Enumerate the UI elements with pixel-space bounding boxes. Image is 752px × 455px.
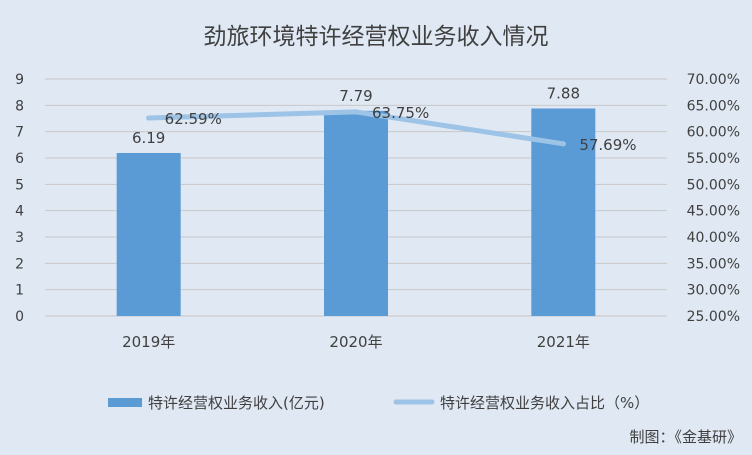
legend-label-line: 特许经营权业务收入占比（%） bbox=[440, 394, 649, 412]
y-right-tick-label: 30.00% bbox=[687, 283, 740, 299]
line-point bbox=[560, 141, 566, 147]
y-right-tick-label: 40.00% bbox=[687, 230, 740, 246]
y-right-tick-label: 25.00% bbox=[687, 309, 740, 325]
legend-swatch-bar bbox=[108, 398, 142, 407]
y-right-tick-label: 35.00% bbox=[687, 256, 740, 272]
x-tick-label: 2021年 bbox=[537, 333, 590, 351]
x-tick-label: 2020年 bbox=[329, 333, 382, 351]
line-data-label: 63.75% bbox=[372, 104, 429, 122]
bar bbox=[116, 152, 181, 316]
y-left-tick-label: 0 bbox=[15, 309, 24, 325]
bar-data-label: 7.88 bbox=[547, 84, 580, 102]
line-point bbox=[353, 109, 359, 115]
y-right-tick-label: 70.00% bbox=[687, 72, 740, 88]
y-right-tick-label: 55.00% bbox=[687, 151, 740, 167]
x-axis: 2019年 2020年 2021年 bbox=[122, 333, 590, 351]
y-right-tick-label: 45.00% bbox=[687, 204, 740, 220]
y-left-tick-label: 4 bbox=[15, 204, 24, 220]
x-tick-label: 2019年 bbox=[122, 333, 175, 351]
y-right-tick-label: 60.00% bbox=[687, 125, 740, 141]
y-right-tick-label: 65.00% bbox=[687, 98, 740, 114]
y-left-tick-label: 8 bbox=[15, 98, 24, 114]
right-axis: 25.00% 30.00% 35.00% 40.00% 45.00% 50.00% 55.0… bbox=[687, 72, 740, 325]
y-left-tick-label: 2 bbox=[15, 256, 24, 272]
bar-data-label: 6.19 bbox=[132, 129, 165, 147]
y-left-tick-label: 6 bbox=[15, 151, 24, 167]
line-point bbox=[146, 115, 152, 121]
chart-title: 劲旅环境特许经营权业务收入情况 bbox=[204, 24, 549, 50]
credit-text: 制图：《金基研》 bbox=[629, 428, 742, 446]
bar bbox=[324, 110, 388, 316]
left-axis: 0 1 2 3 4 5 6 7 8 9 bbox=[15, 72, 24, 325]
y-left-tick-label: 9 bbox=[15, 72, 24, 88]
y-left-tick-label: 3 bbox=[15, 230, 24, 246]
data-labels: 6.19 7.79 7.88 62.59% 63.75% 57.69% bbox=[132, 84, 637, 153]
legend: 特许经营权业务收入(亿元) 特许经营权业务收入占比（%） bbox=[108, 394, 649, 412]
bar-data-label: 7.79 bbox=[339, 87, 372, 105]
y-left-tick-label: 1 bbox=[15, 283, 24, 299]
y-right-tick-label: 50.00% bbox=[687, 177, 740, 193]
y-left-tick-label: 5 bbox=[15, 177, 24, 193]
legend-label-bar: 特许经营权业务收入(亿元) bbox=[148, 394, 325, 412]
line-data-label: 57.69% bbox=[579, 136, 636, 154]
line-data-label: 62.59% bbox=[165, 110, 222, 128]
y-left-tick-label: 7 bbox=[15, 125, 24, 141]
line-series bbox=[146, 109, 566, 147]
